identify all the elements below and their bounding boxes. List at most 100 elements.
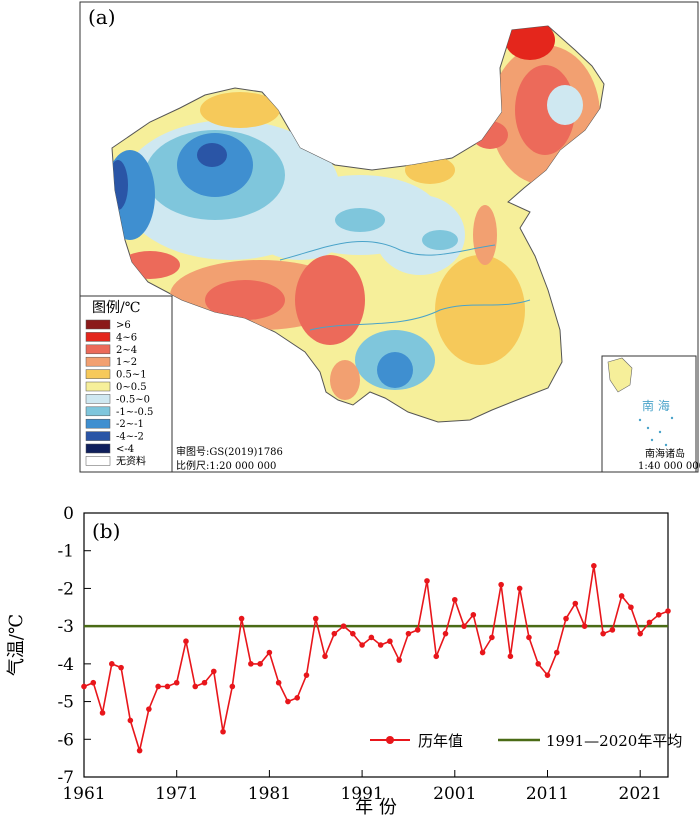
series-line-annual — [83, 565, 669, 754]
data-point — [461, 623, 467, 629]
legend-swatch — [85, 418, 111, 429]
legend-label: 0.5~1 — [116, 370, 147, 381]
panel-a-label: (a) — [88, 5, 116, 29]
data-point — [553, 649, 560, 656]
x-tick-label: 1961 — [62, 784, 105, 804]
data-point — [498, 581, 504, 588]
y-tick-label: -6 — [57, 730, 74, 750]
data-point — [377, 642, 384, 648]
legend-swatch — [85, 381, 111, 392]
plot-frame — [83, 512, 669, 778]
x-axis: 1961 1971 1981 1991 2001 2011 2021 — [62, 770, 662, 804]
south-china-sea-inset: 南 海 南海诸岛 1:40 000 000 — [601, 355, 700, 473]
inset-islands-label: 南海诸岛 — [645, 447, 685, 460]
data-point — [563, 615, 569, 622]
legend-swatch — [85, 344, 111, 355]
legend-swatch — [85, 369, 111, 379]
data-point — [359, 642, 365, 648]
data-point — [535, 661, 542, 667]
legend-label: <-4 — [116, 444, 134, 455]
x-tick-label: 1971 — [155, 784, 198, 804]
data-point — [591, 563, 597, 569]
legend-label: -0.5~0 — [116, 394, 150, 405]
data-point — [173, 679, 180, 686]
river-line — [309, 299, 531, 331]
data-point — [451, 596, 458, 603]
data-point — [275, 679, 282, 686]
legend-label: 无资料 — [116, 454, 146, 467]
y-axis: 0 -1 -2 -3 -4 -5 -6 -7 — [57, 504, 91, 788]
data-point — [322, 653, 328, 660]
data-point — [655, 612, 662, 618]
map-scale: 比例尺:1:20 000 000 — [176, 459, 276, 472]
chart-legend: 历年值 1991—2020年平均 — [370, 732, 682, 750]
legend-swatch — [85, 443, 111, 454]
data-point — [294, 695, 301, 701]
data-point — [572, 600, 579, 607]
chart-series — [81, 563, 671, 754]
data-point — [118, 664, 124, 671]
x-tick-label: 2011 — [526, 784, 569, 804]
data-point — [90, 679, 97, 686]
y-tick-label: -5 — [57, 693, 74, 713]
data-point — [127, 717, 134, 724]
data-point — [266, 649, 273, 656]
inset-scale: 1:40 000 000 — [638, 461, 700, 472]
data-point — [285, 698, 291, 705]
data-point — [183, 638, 189, 645]
x-tick-label: 2021 — [619, 784, 662, 804]
data-point — [164, 683, 171, 690]
data-point — [192, 683, 199, 690]
y-tick-label: -7 — [57, 768, 74, 788]
data-point — [109, 661, 115, 667]
data-point — [618, 593, 625, 599]
data-point — [387, 638, 393, 645]
data-point — [600, 630, 606, 637]
data-point — [99, 710, 106, 716]
x-axis-label: 年 份 — [355, 797, 397, 818]
legend-label: >6 — [116, 320, 131, 331]
data-point — [665, 608, 671, 614]
map-legend: 图例/℃ >64~62~41~20.5~10~0.5-0.5~0-1~-0.5-… — [79, 295, 173, 473]
x-tick-label: 2001 — [433, 784, 476, 804]
legend-label: 4~6 — [116, 332, 137, 343]
data-point — [303, 672, 310, 678]
data-point — [424, 578, 430, 584]
data-point — [628, 604, 634, 611]
data-point — [210, 668, 217, 675]
y-tick-label: -2 — [57, 579, 74, 599]
x-tick-label: 1981 — [248, 784, 291, 804]
data-point — [340, 623, 347, 629]
data-point — [312, 615, 319, 622]
data-point — [516, 585, 523, 592]
data-point — [544, 672, 551, 678]
legend-title: 图例/℃ — [92, 300, 140, 316]
y-tick-label: -3 — [57, 617, 74, 637]
map-approval-number: 审图号:GS(2019)1786 — [176, 445, 283, 458]
data-point — [146, 706, 152, 712]
legend-swatch — [85, 394, 111, 404]
data-point — [526, 634, 532, 641]
data-point — [405, 630, 412, 637]
data-point — [257, 661, 263, 667]
data-point — [220, 728, 226, 735]
y-tick-label: 0 — [63, 504, 74, 524]
data-point — [155, 683, 161, 690]
legend-label: 0~0.5 — [116, 382, 147, 393]
data-point — [433, 653, 440, 660]
legend-swatch — [85, 431, 111, 441]
river-line — [279, 240, 496, 261]
y-tick-label: -4 — [57, 655, 74, 675]
legend-label: -1~-0.5 — [116, 407, 153, 418]
data-point — [238, 615, 245, 622]
data-point — [637, 630, 643, 637]
data-point — [414, 627, 421, 633]
temperature-chart: (b) 0 -1 -2 -3 -4 -5 -6 -7 1961 1971 1981 1991 2001… — [6, 504, 682, 818]
data-point — [489, 634, 495, 641]
legend-swatch — [85, 319, 111, 330]
data-point — [442, 630, 449, 637]
legend-swatch — [85, 456, 111, 466]
legend-swatch — [85, 356, 111, 367]
legend-label: 2~4 — [116, 345, 137, 356]
data-point — [609, 627, 616, 633]
